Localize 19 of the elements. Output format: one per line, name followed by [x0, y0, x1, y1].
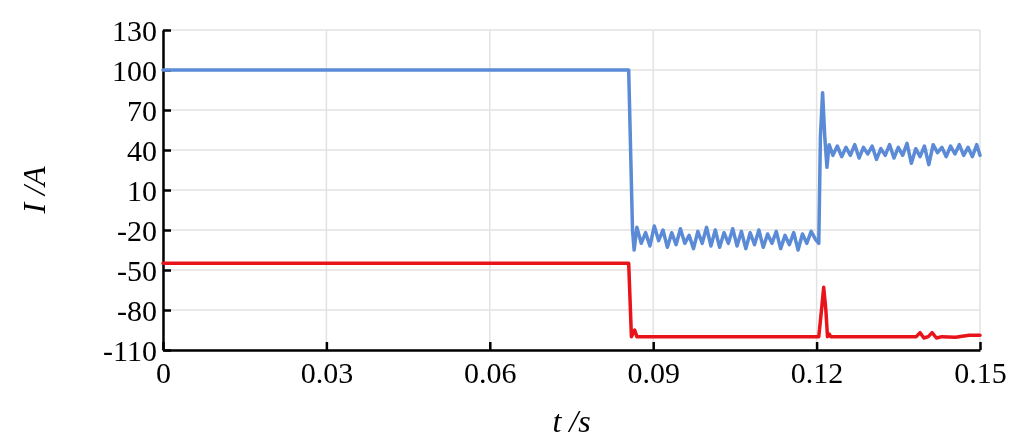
- x-tick-label: 0: [156, 356, 171, 390]
- x-tick-label: 0.09: [627, 356, 680, 390]
- y-tick-label: 100: [112, 54, 157, 87]
- y-tick-label: 130: [112, 14, 157, 47]
- y-tick-label: 10: [127, 174, 157, 207]
- y-tick-label: -20: [117, 214, 157, 247]
- line-series: [161, 68, 982, 252]
- y-tick-label: -50: [117, 254, 157, 287]
- line-series: [161, 261, 982, 340]
- y-tick-label: 70: [127, 94, 157, 127]
- x-tick-label: 0.06: [464, 356, 517, 390]
- x-axis-title: t /s: [552, 403, 591, 439]
- y-tick-label: 40: [127, 134, 157, 167]
- y-axis-title: I /A: [16, 166, 52, 215]
- y-tick-label: -80: [117, 294, 157, 327]
- x-tick-label: 0.15: [954, 356, 1007, 390]
- x-tick-label: 0.03: [300, 356, 354, 390]
- y-tick-label: -110: [103, 334, 157, 367]
- x-tick-label: 0.12: [790, 356, 844, 390]
